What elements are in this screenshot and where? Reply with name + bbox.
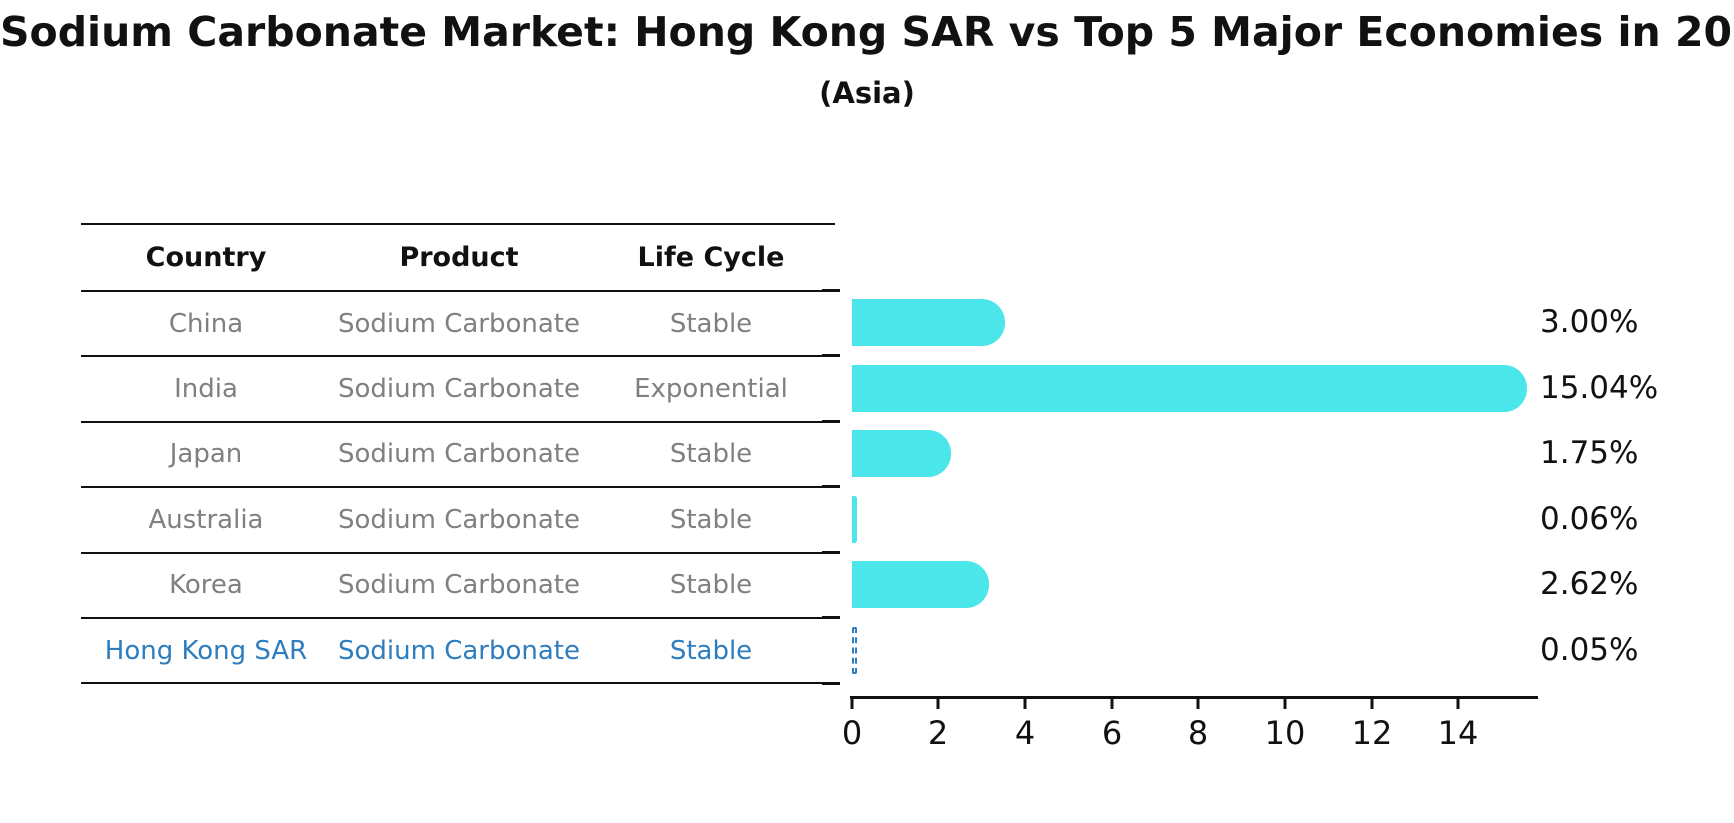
col-header-lifecycle: Life Cycle xyxy=(587,223,835,292)
table-row-japan: Japan Sodium Carbonate Stable xyxy=(81,421,835,489)
bar-korea xyxy=(852,561,989,608)
cell-product: Sodium Carbonate xyxy=(331,356,587,423)
cell-product: Sodium Carbonate xyxy=(331,421,587,489)
bar-australia xyxy=(852,496,858,543)
cell-lifecycle: Stable xyxy=(587,617,835,685)
cell-product: Sodium Carbonate xyxy=(331,552,587,619)
table-row-china: China Sodium Carbonate Stable xyxy=(81,291,835,358)
cell-lifecycle: Stable xyxy=(587,552,835,619)
cell-country: Hong Kong SAR xyxy=(81,617,331,685)
y-axis-tick xyxy=(822,420,840,423)
bar-hong-kong-sar xyxy=(852,627,857,674)
y-axis-tick xyxy=(822,485,840,488)
x-tick-label: 10 xyxy=(1264,714,1306,752)
x-tick-label: 2 xyxy=(927,714,949,752)
value-label-australia: 0.06% xyxy=(1540,501,1639,537)
cell-product: Sodium Carbonate xyxy=(331,487,587,554)
value-label-india: 15.04% xyxy=(1540,370,1659,406)
cell-product: Sodium Carbonate xyxy=(331,291,587,358)
x-axis-tick xyxy=(1196,699,1200,709)
x-tick-label: 8 xyxy=(1187,714,1209,752)
bar-china xyxy=(852,299,1006,346)
cell-country: China xyxy=(81,291,331,358)
table-row-korea: Korea Sodium Carbonate Stable xyxy=(81,552,835,619)
col-header-product: Product xyxy=(331,223,587,292)
chart-title: Sodium Carbonate Market: Hong Kong SAR v… xyxy=(0,8,1734,56)
y-axis-tick xyxy=(822,682,840,685)
table-row-india: India Sodium Carbonate Exponential xyxy=(81,356,835,423)
x-axis-tick xyxy=(850,699,854,709)
cell-country: India xyxy=(81,356,331,423)
x-axis-line xyxy=(850,696,1538,699)
y-axis-tick xyxy=(822,551,840,554)
x-axis-tick xyxy=(1283,699,1287,709)
y-axis-tick xyxy=(822,354,840,357)
bar-japan xyxy=(852,430,951,477)
x-tick-label: 0 xyxy=(841,714,863,752)
y-axis-tick xyxy=(822,289,840,292)
x-tick-label: 6 xyxy=(1101,714,1123,752)
x-tick-label: 4 xyxy=(1014,714,1036,752)
x-tick-label: 12 xyxy=(1351,714,1393,752)
cell-lifecycle: Stable xyxy=(587,421,835,489)
x-axis-tick xyxy=(936,699,940,709)
cell-country: Japan xyxy=(81,421,331,489)
table-row-hong-kong-sar: Hong Kong SAR Sodium Carbonate Stable xyxy=(81,617,835,685)
table-row-australia: Australia Sodium Carbonate Stable xyxy=(81,487,835,554)
value-label-japan: 1.75% xyxy=(1540,435,1639,471)
country-table: Country Product Life Cycle China Sodium … xyxy=(81,223,835,685)
x-axis-tick xyxy=(1023,699,1027,709)
x-axis-tick xyxy=(1370,699,1374,709)
cell-country: Australia xyxy=(81,487,331,554)
col-header-country: Country xyxy=(81,223,331,292)
y-axis-tick xyxy=(822,616,840,619)
x-axis-tick xyxy=(1456,699,1460,709)
cell-lifecycle: Stable xyxy=(587,487,835,554)
value-label-korea: 2.62% xyxy=(1540,566,1639,602)
x-axis-tick xyxy=(1110,699,1114,709)
cell-product: Sodium Carbonate xyxy=(331,617,587,685)
cell-country: Korea xyxy=(81,552,331,619)
table-header-row: Country Product Life Cycle xyxy=(81,223,835,292)
chart-subtitle: (Asia) xyxy=(819,76,915,110)
x-tick-label: 14 xyxy=(1437,714,1479,752)
value-label-china: 3.00% xyxy=(1540,304,1639,340)
value-label-hong-kong-sar: 0.05% xyxy=(1540,632,1639,668)
cell-lifecycle: Stable xyxy=(587,291,835,358)
bar-india xyxy=(852,365,1527,412)
cell-lifecycle: Exponential xyxy=(587,356,835,423)
